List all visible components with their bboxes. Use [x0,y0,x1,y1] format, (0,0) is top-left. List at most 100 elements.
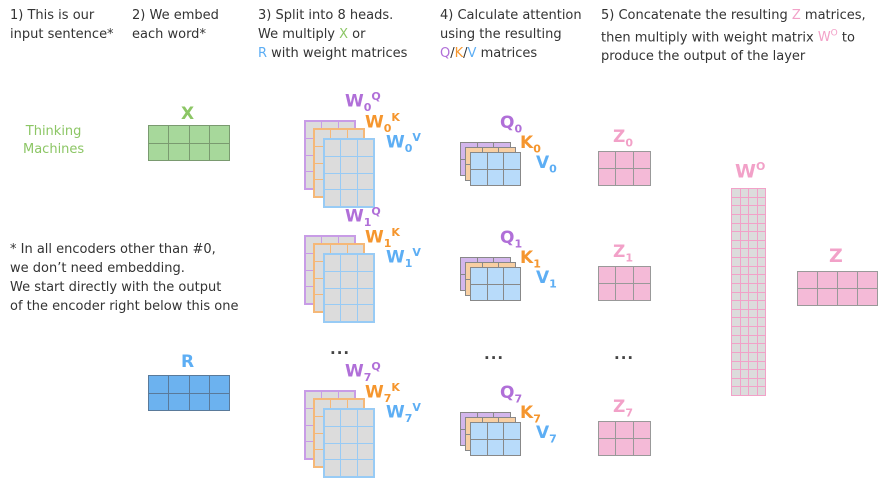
label-sup: V [412,246,421,259]
matrix-cell [798,289,817,305]
matrix-cell [325,190,341,206]
label-index: 1 [533,257,541,271]
header-line: each word* [132,27,206,42]
matrix-cell [357,305,373,321]
encoder-input-matrix-r [148,375,230,411]
matrix-cell [325,140,341,156]
v-label: V1 [536,268,557,290]
label-letter: Q [500,113,515,133]
matrix-cell [757,318,765,326]
matrix-cell [341,288,357,305]
matrix-cell [471,169,487,185]
matrix-cell [633,152,650,168]
matrix-cell [818,272,837,288]
q-label: Q7 [500,383,522,405]
matrix-cell [732,335,740,344]
matrix-cell [740,335,748,344]
k-label: K7 [520,403,541,425]
wo-sup: O [755,160,766,173]
matrix-cell [504,423,520,439]
matrix-cell [749,370,757,378]
matrix-cell [487,423,504,439]
matrix-cell [169,393,189,410]
note-line: * In all encoders other than #0, [10,242,216,257]
matrix-cell [740,232,748,240]
matrix-cell [149,143,169,160]
label-letter: V [536,423,550,443]
matrix-cell [749,309,757,318]
matrix-cell [357,443,373,460]
matrix-cell [749,344,757,352]
matrix-cell [757,327,765,335]
matrix-cell [633,284,650,300]
header-text: 5) Concatenate the resulting [601,8,792,23]
matrix-cell [341,173,357,190]
matrix-cell [189,143,209,160]
matrix-cell [732,370,740,378]
matrix-cell [616,267,633,283]
matrix-cell [798,272,817,288]
matrix-cell [616,284,633,300]
label-sup: Q [371,360,381,373]
matrix-cell [633,267,650,283]
label-index: 7 [383,392,392,406]
note-line: we don’t need embedding. [10,261,185,276]
matrix-cell [599,422,616,438]
matrix-cell [325,426,341,443]
matrix-cell [341,460,357,476]
header-line: 3) Split into 8 heads. [258,8,394,23]
step-1-header: 1) This is our input sentence* [10,6,114,44]
weight-matrix-wv [323,253,375,323]
label-index: 0 [549,162,557,176]
k-label: K1 [520,248,541,270]
matrix-cell [740,197,748,206]
matrix-cell [189,126,209,143]
header-line: 1) This is our [10,8,95,23]
matrix-cell [732,249,740,257]
matrix-cell [599,284,616,300]
header-line: using the resulting [440,27,562,42]
matrix-cell [749,275,757,283]
label-index: 7 [533,412,541,426]
matrix-cell [149,126,169,143]
matrix-cell [740,361,748,370]
header-text: matrices [476,46,538,61]
matrix-cell [749,240,757,249]
matrix-cell [838,272,857,288]
header-line: produce the output of the layer [601,49,806,65]
matrix-cell [599,267,616,283]
label-sup: K [391,226,400,239]
matrix-cell [325,305,341,321]
slash: / [463,46,468,61]
matrix-cell [487,439,504,455]
matrix-cell [740,370,748,378]
matrix-cell [732,361,740,370]
matrix-cell [757,266,765,275]
label-index: 7 [625,406,633,420]
label-letter: W [345,361,364,382]
matrix-cell [633,169,650,185]
matrix-cell [757,197,765,206]
matrix-cell [487,268,504,284]
wo-sup: O [830,29,838,39]
matrix-cell [749,335,757,344]
matrix-cell [471,153,487,169]
matrix-cell [749,258,757,266]
matrix-cell [740,266,748,275]
value-matrix [470,422,521,456]
matrix-cell [325,156,341,173]
q-label: Q0 [500,113,522,135]
matrix-cell [341,140,357,156]
matrix-cell [818,289,837,305]
matrix-cell [504,439,520,455]
matrix-cell [749,283,757,292]
matrix-cell [325,288,341,305]
header-line: input sentence* [10,27,114,42]
matrix-cell [838,289,857,305]
label-index: 0 [533,142,541,156]
matrix-cell [732,292,740,301]
label-letter: K [520,133,534,153]
value-matrix [470,267,521,301]
matrix-cell [341,426,357,443]
header-line: 5) Concatenate the resulting Z matrices, [601,6,866,25]
